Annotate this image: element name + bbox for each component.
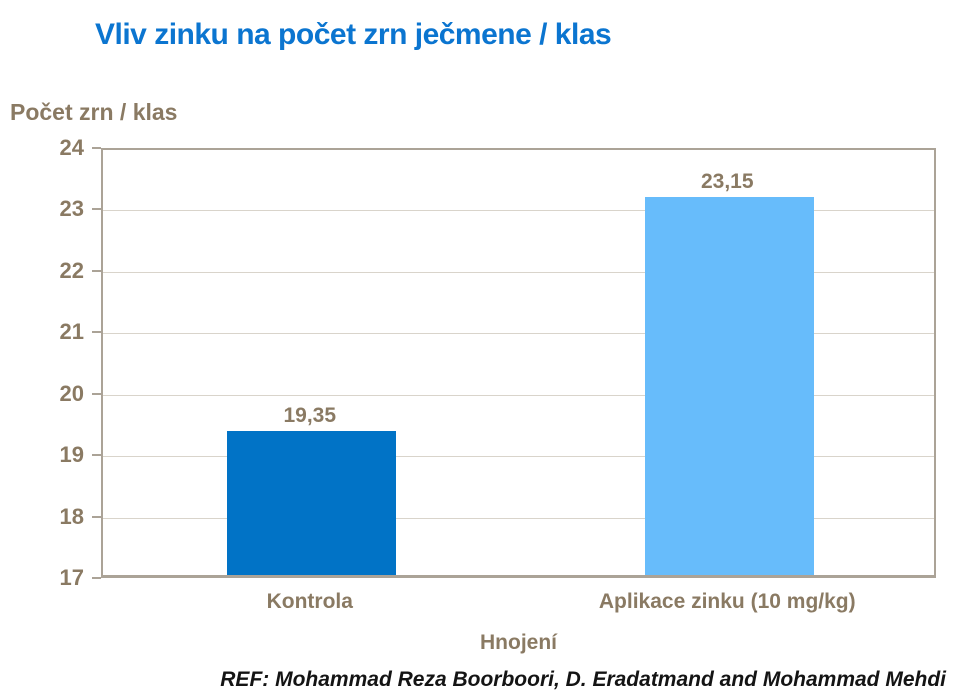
- bar-value-label: 19,35: [283, 403, 337, 427]
- gridline-y-19: [103, 456, 934, 458]
- y-tick-label-21: 21: [59, 319, 84, 345]
- gridline-y-21: [103, 333, 934, 335]
- gridline-y-20: [103, 394, 934, 396]
- bar-kontrola: [227, 430, 397, 575]
- y-tick-21: [92, 331, 101, 334]
- reference-footer: REF: Mohammad Reza Boorboori, D. Eradatm…: [220, 668, 946, 691]
- gridline-y-23: [103, 210, 934, 212]
- bar-aplikace-zinku-10-mg-kg: [644, 197, 814, 575]
- y-tick-17: [92, 577, 101, 579]
- y-tick-24: [92, 147, 101, 149]
- y-tick-18: [92, 515, 101, 518]
- y-tick-label-18: 18: [59, 503, 84, 529]
- y-tick-label-19: 19: [59, 442, 84, 468]
- y-tick-22: [92, 269, 101, 272]
- y-tick-23: [92, 208, 101, 211]
- y-tick-label-17: 17: [59, 565, 84, 590]
- y-tick-20: [92, 392, 101, 395]
- y-axis-title: Počet zrn / klas: [10, 99, 178, 125]
- y-tick-label-23: 23: [59, 196, 84, 222]
- x-category-label: Aplikace zinku (10 mg/kg): [598, 590, 856, 613]
- gridline-y-18: [103, 517, 934, 519]
- y-tick-label-22: 22: [59, 257, 84, 283]
- y-tick-19: [92, 454, 101, 457]
- y-tick-label-20: 20: [59, 380, 84, 406]
- y-tick-label-24: 24: [59, 135, 84, 160]
- chart-title: Vliv zinku na počet zrn ječmene / klas: [95, 18, 612, 51]
- plot-area: [101, 148, 936, 578]
- x-category-label: Kontrola: [266, 590, 353, 613]
- gridline-y-22: [103, 271, 934, 273]
- x-axis-title: Hnojení: [480, 631, 557, 654]
- bar-value-label: 23,15: [700, 170, 754, 194]
